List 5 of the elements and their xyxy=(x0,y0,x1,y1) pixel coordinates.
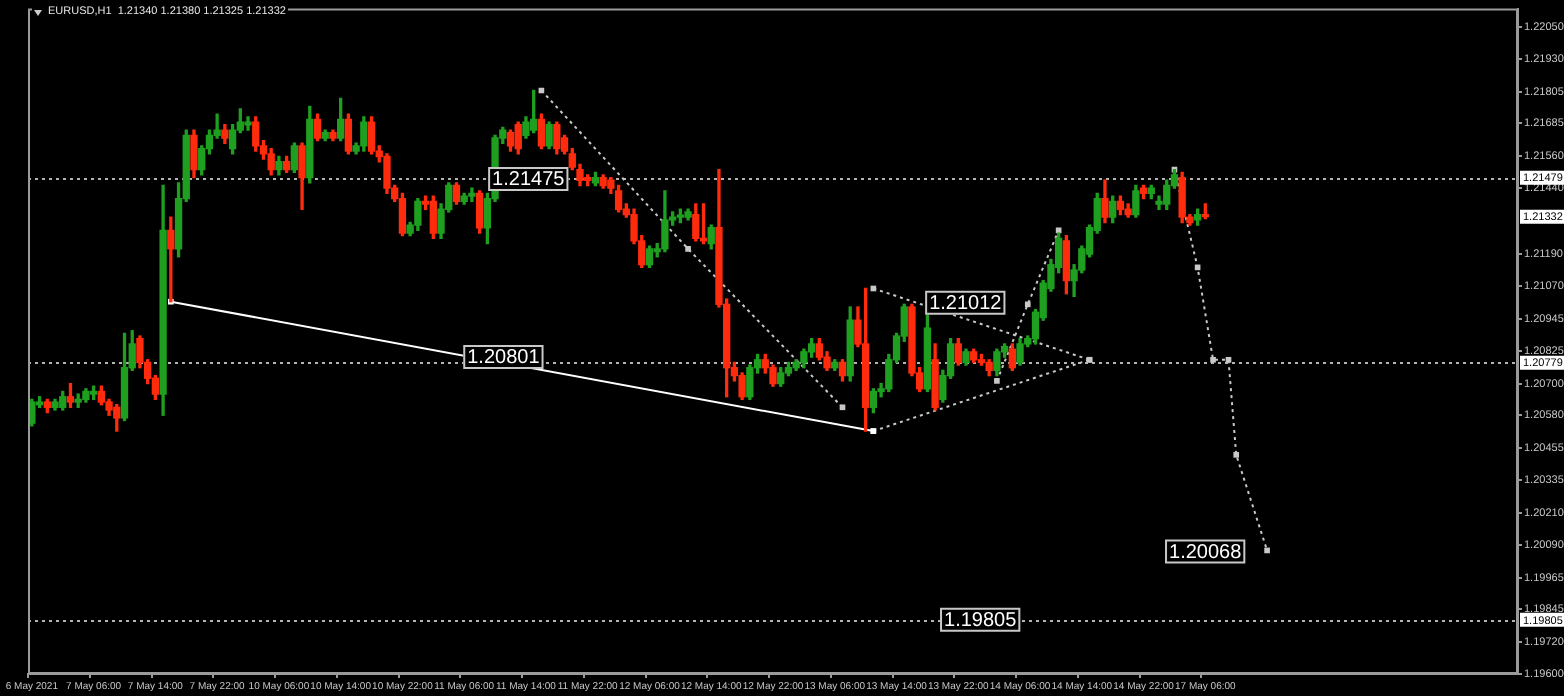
annotation: 1.21475 xyxy=(492,169,566,192)
annotation: 1.19805 xyxy=(944,610,1018,633)
annotation: 1.20068 xyxy=(1169,542,1243,565)
annotation: 1.20801 xyxy=(467,347,541,370)
annotation: 1.21012 xyxy=(929,293,1003,316)
